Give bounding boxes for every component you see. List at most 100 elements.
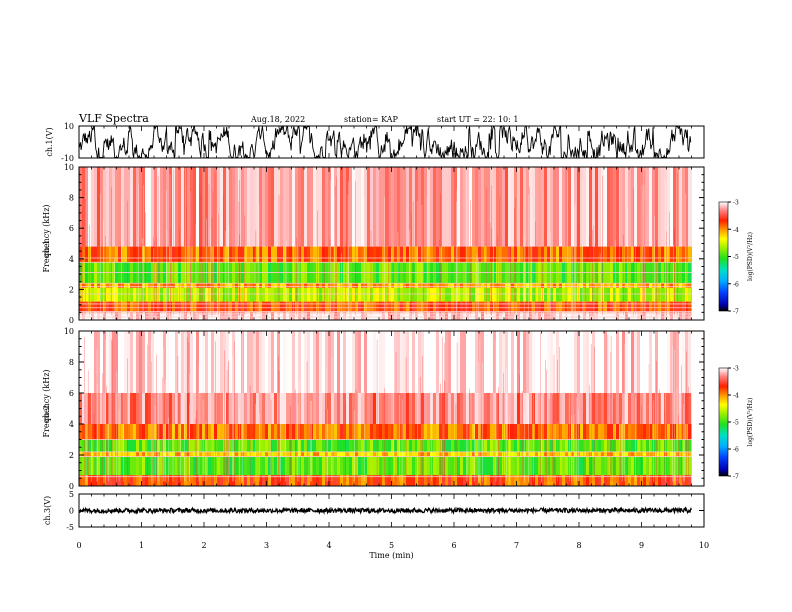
ch2-spectrogram-cell xyxy=(139,393,142,424)
ch2-spectrogram-cell xyxy=(364,456,367,476)
ch2-spectrogram-cell xyxy=(340,439,343,452)
ch2-spectrogram-cell xyxy=(373,475,376,486)
ch1-spectrogram-cell xyxy=(559,167,562,247)
ch2-spectrogram-cell xyxy=(691,475,692,486)
ch2-spectrogram-cell xyxy=(136,475,139,486)
ch2-spectrogram-cell xyxy=(625,451,628,457)
ch1-spectrogram-cell xyxy=(277,283,280,288)
ch1-spectrogram-cell xyxy=(196,246,199,262)
ch1-spectrogram-cell xyxy=(577,167,580,247)
ch1-spectrogram-cell xyxy=(253,301,256,313)
ch1-spectrogram-ytick-label: 2 xyxy=(69,285,74,294)
ch2-spectrogram-cell xyxy=(136,451,139,457)
ch2-spectrogram-cell xyxy=(508,331,511,393)
ch1-spectrogram-cell xyxy=(475,287,478,302)
ch1-spectrogram-cell xyxy=(277,167,280,247)
ch2-spectrogram-cell xyxy=(550,456,553,476)
ch1-spectrogram-cell xyxy=(637,283,640,288)
ch1-spectrogram-cell xyxy=(613,167,616,247)
ch2-spectrogram-cell xyxy=(304,331,307,393)
ch2-spectrogram-cell xyxy=(661,424,664,440)
ch1-spectrogram-cell xyxy=(352,283,355,288)
ch1-spectrogram-cell xyxy=(286,246,289,262)
ch1-spectrogram-cell xyxy=(301,283,304,288)
ch2-spectrogram-cell xyxy=(259,475,262,486)
ch2-spectrogram-cell xyxy=(271,393,274,424)
ch2-spectrogram-cell xyxy=(199,451,202,457)
ch2-spectrogram-cell xyxy=(91,439,94,452)
ch2-spectrogram-cell xyxy=(379,451,382,457)
ch2-spectrogram-cell xyxy=(115,456,118,476)
ch1-spectrogram-cell xyxy=(256,246,259,262)
ch2-spectrogram-cell xyxy=(421,331,424,393)
ch2-spectrogram-cell xyxy=(538,393,541,424)
ch1-spectrogram-cell xyxy=(388,167,391,247)
ch1-spectrogram-cell xyxy=(616,301,619,313)
ch1-spectrogram-cell xyxy=(250,287,253,302)
ch2-spectrogram-cell xyxy=(109,451,112,457)
ch2-spectrogram-cell xyxy=(253,424,256,440)
ch2-spectrogram-colorbar-tick-label: -6 xyxy=(733,447,739,454)
ch2-spectrogram-cell xyxy=(325,439,328,452)
ch1-spectrogram-cell xyxy=(271,246,274,262)
ch2-spectrogram-cell xyxy=(85,439,88,452)
ch2-spectrogram-cell xyxy=(253,456,256,476)
ch1-spectrogram-cell xyxy=(124,167,127,247)
ch1-spectrogram-cell xyxy=(199,287,202,302)
ch1-spectrogram-cell xyxy=(610,301,613,313)
ch2-spectrogram-cell xyxy=(316,439,319,452)
ch1-spectrogram-cell xyxy=(118,287,121,302)
ch2-spectrogram-cell xyxy=(298,331,301,393)
ch1-spectrogram-cell xyxy=(370,246,373,262)
ch1-spectrogram-cell xyxy=(373,167,376,247)
ch1-spectrogram-cell xyxy=(112,167,115,247)
ch2-spectrogram-cell xyxy=(592,424,595,440)
ch2-spectrogram-cell xyxy=(535,456,538,476)
ch1-spectrogram-cell xyxy=(154,312,157,320)
ch1-spectrogram-cell xyxy=(487,167,490,247)
ch1-spectrogram-cell xyxy=(358,287,361,302)
ch2-spectrogram-cell xyxy=(583,475,586,486)
ch2-spectrogram-cell xyxy=(622,456,625,476)
ch2-spectrogram-cell xyxy=(511,439,514,452)
ch2-spectrogram-cell xyxy=(352,451,355,457)
ch2-spectrogram-cell xyxy=(619,393,622,424)
ch1-spectrogram-cell xyxy=(151,283,154,288)
ch2-spectrogram-cell xyxy=(190,331,193,393)
ch2-spectrogram-cell xyxy=(454,451,457,457)
ch1-spectrogram-cell xyxy=(292,312,295,320)
ch2-spectrogram-cell xyxy=(586,331,589,393)
ch2-spectrogram-cell xyxy=(406,393,409,424)
ch2-spectrogram-cell xyxy=(85,456,88,476)
ch1-spectrogram-cell xyxy=(175,167,178,247)
ch2-spectrogram-cell xyxy=(319,393,322,424)
ch1-spectrogram-cell xyxy=(118,246,121,262)
ch2-spectrogram-cell xyxy=(511,424,514,440)
ch1-spectrogram-cell xyxy=(415,246,418,262)
ch2-spectrogram-cell xyxy=(616,439,619,452)
ch2-spectrogram-cell xyxy=(124,439,127,452)
ch2-spectrogram-cell xyxy=(325,424,328,440)
ch2-spectrogram-cell xyxy=(547,331,550,393)
ch2-spectrogram-cell xyxy=(451,456,454,476)
ch2-spectrogram-cell xyxy=(109,393,112,424)
ch2-spectrogram-cell xyxy=(667,424,670,440)
ch1-spectrogram-cell xyxy=(235,246,238,262)
ch2-spectrogram-cell xyxy=(82,475,85,486)
ch2-spectrogram-cell xyxy=(631,393,634,424)
ch1-spectrogram-cell xyxy=(409,167,412,247)
ch1-spectrogram-cell xyxy=(343,246,346,262)
ch2-spectrogram-cell xyxy=(112,393,115,424)
ch2-spectrogram-cell xyxy=(352,393,355,424)
ch1-spectrogram-cell xyxy=(676,312,679,320)
ch2-spectrogram-cell xyxy=(322,475,325,486)
ch1-spectrogram-cell xyxy=(589,312,592,320)
ch1-spectrogram-cell xyxy=(421,301,424,313)
ch2-spectrogram-cell xyxy=(247,451,250,457)
ch1-spectrogram-cell xyxy=(433,283,436,288)
ch1-spectrogram-cell xyxy=(190,312,193,320)
ch1-spectrogram-cell xyxy=(253,246,256,262)
ch2-spectrogram-cell xyxy=(541,331,544,393)
ch2-spectrogram-cell xyxy=(304,439,307,452)
ch2-spectrogram-cell xyxy=(568,424,571,440)
